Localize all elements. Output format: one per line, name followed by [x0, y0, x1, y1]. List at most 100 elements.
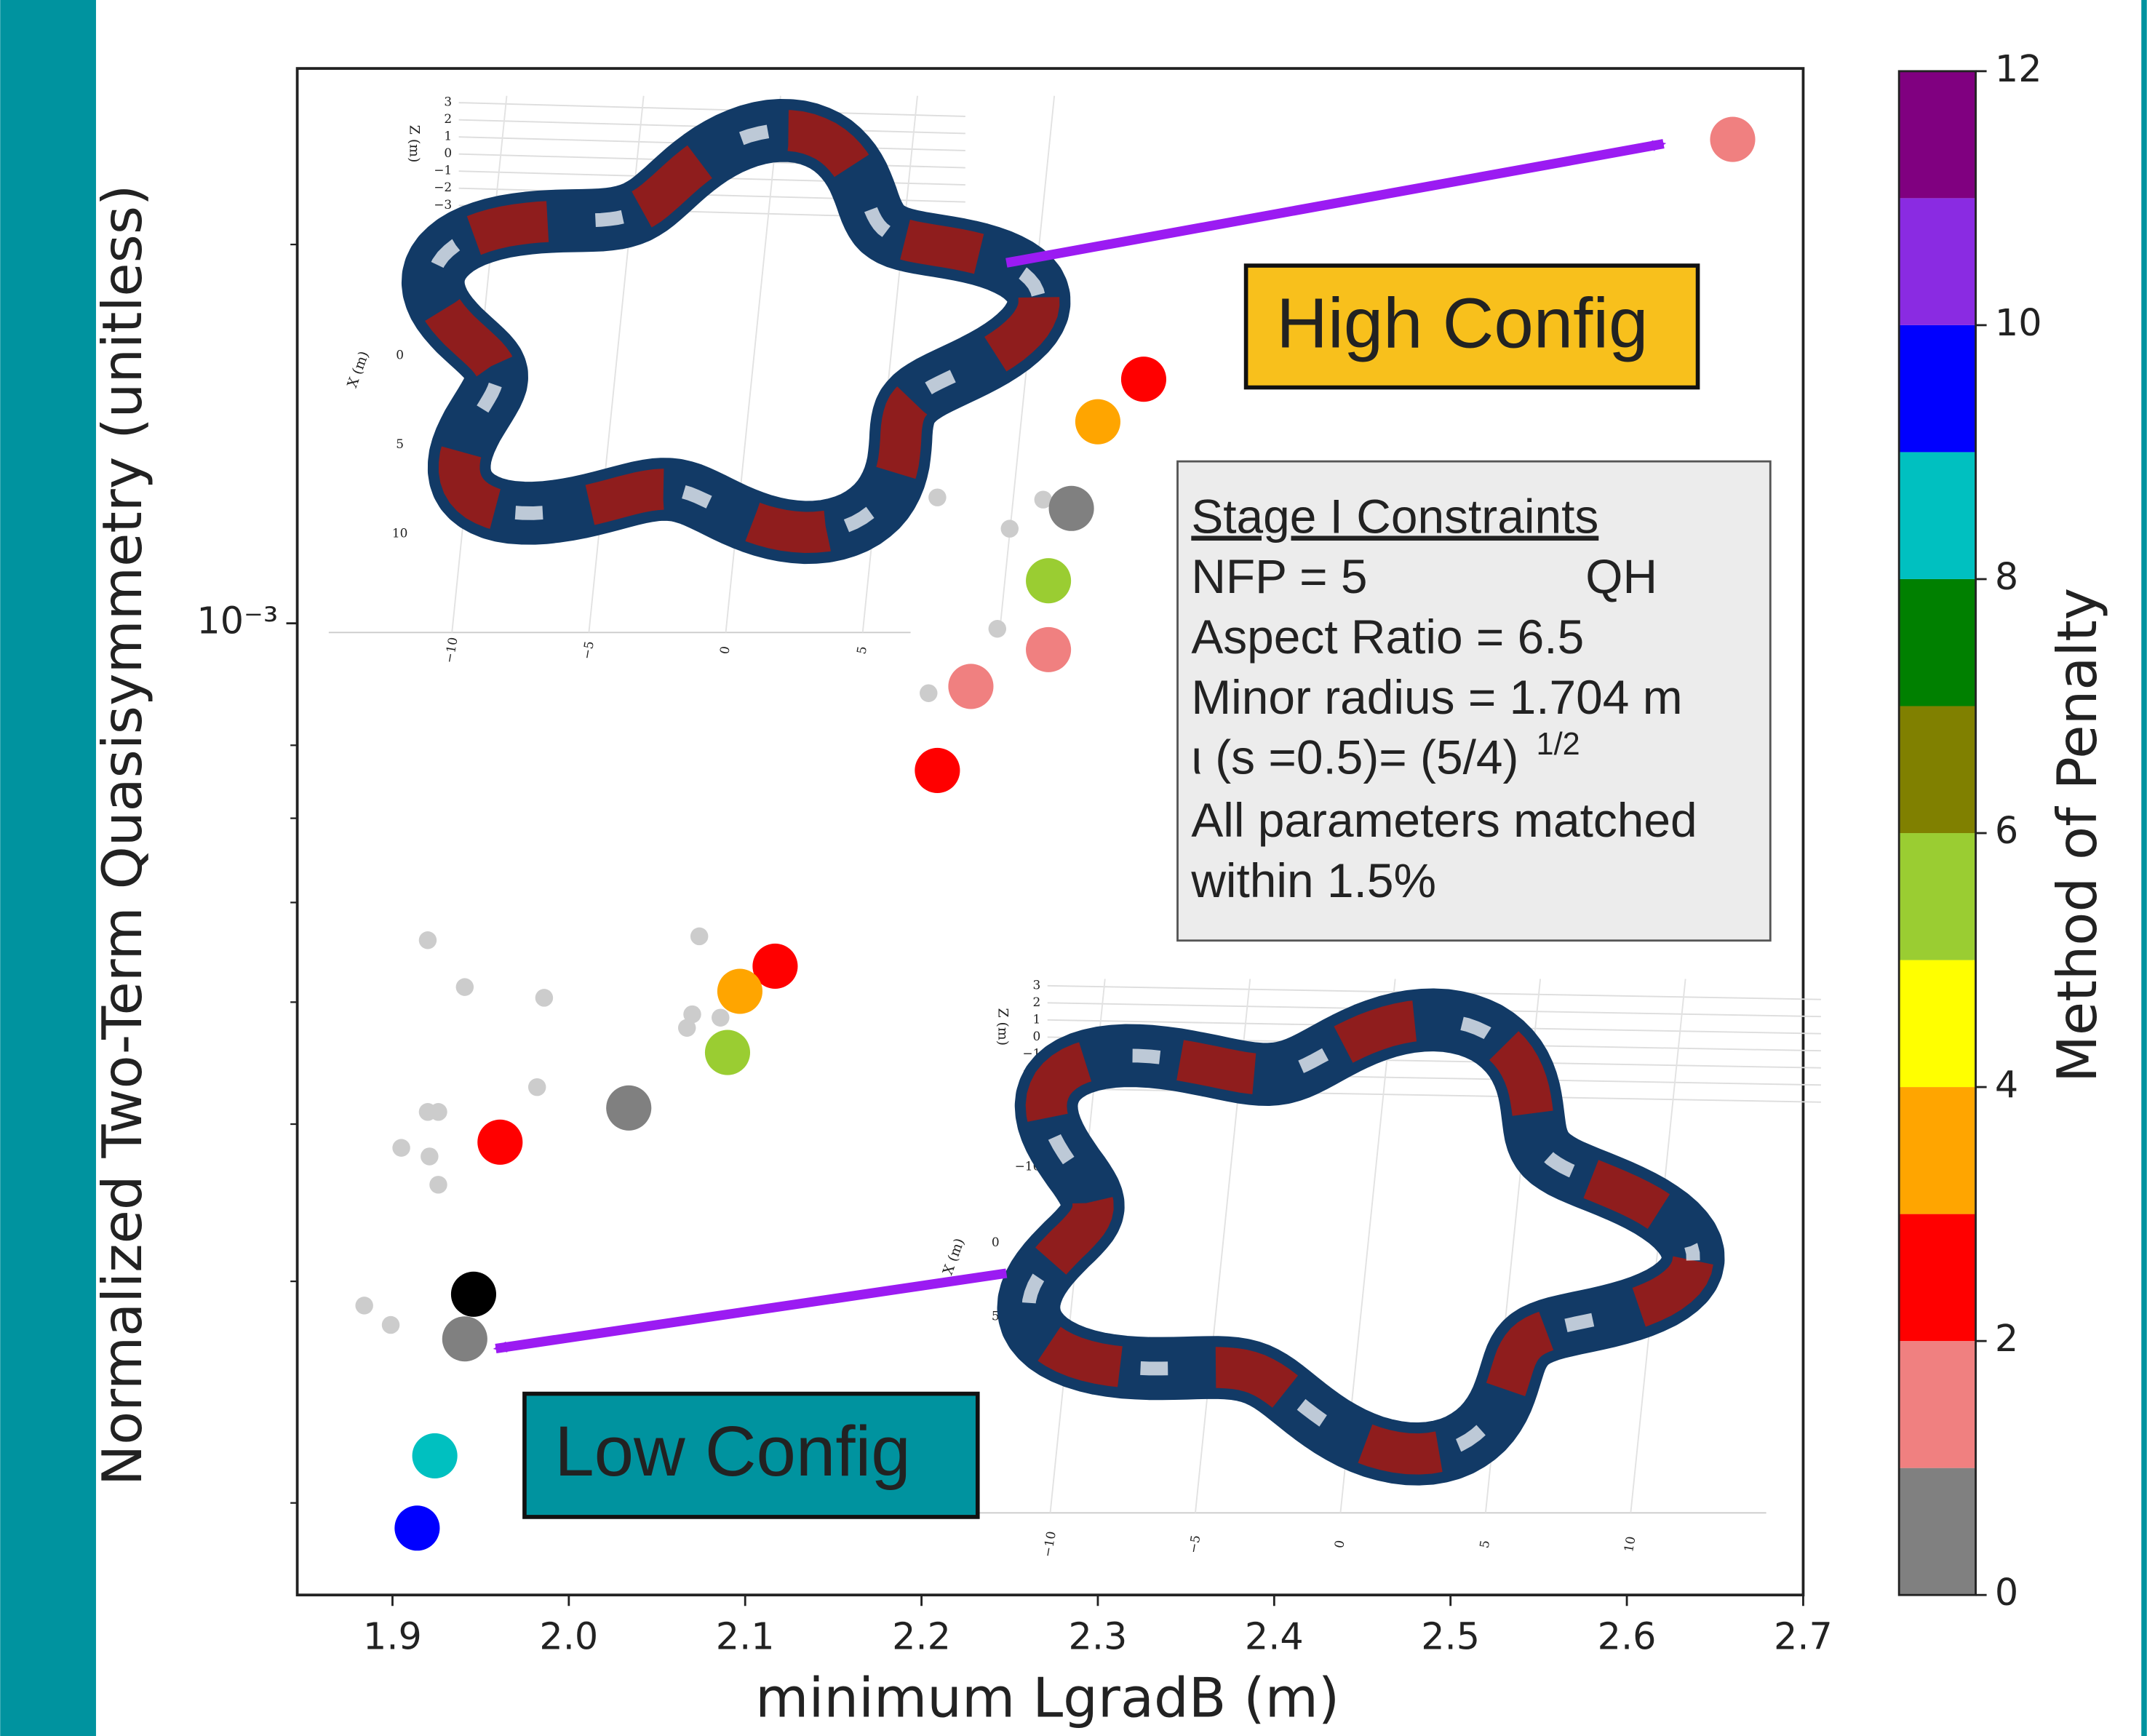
point — [1026, 627, 1071, 672]
faint-point — [382, 1316, 399, 1334]
colorbar-segment — [1899, 1087, 1975, 1214]
colorbar-segment — [1899, 579, 1975, 706]
figure: 3210−1−2−3−10Z (m)X (m)0510−10−5053210−1… — [0, 0, 2147, 1736]
faint-point — [429, 1176, 447, 1193]
colorbar-tick-label: 8 — [1995, 555, 2018, 598]
x-tick-label: 2.5 — [1421, 1614, 1480, 1657]
constraint-iota-exponent: 1/2 — [1537, 727, 1580, 762]
x-tick-label: 2.0 — [539, 1614, 598, 1657]
colorbar-tick-label: 4 — [1995, 1063, 2018, 1106]
faint-point — [678, 1019, 696, 1037]
point — [705, 1030, 750, 1075]
faint-point — [421, 1147, 438, 1165]
high-config-label: High Config — [1276, 282, 1648, 362]
faint-point — [392, 1139, 410, 1156]
inset-tick-label: 5 — [396, 437, 404, 451]
x-tick-label: 2.2 — [892, 1614, 951, 1657]
colorbar-tick-label: 10 — [1995, 301, 2042, 344]
colorbar-segment — [1899, 198, 1975, 325]
faint-point — [690, 928, 708, 945]
faint-point — [419, 931, 437, 949]
constraint-matched: All parameters matched — [1191, 793, 1697, 847]
colorbar-segment — [1899, 71, 1975, 199]
y-axis-label: Normalized Two-Term Quasisymmetry (unitl… — [90, 185, 154, 1486]
colorbar-segment — [1899, 1214, 1975, 1342]
constraints-heading: Stage I Constraints — [1191, 489, 1598, 543]
point — [1710, 117, 1755, 162]
point — [1121, 357, 1166, 402]
inset-tick-label: 0 — [444, 146, 452, 160]
inset-tick-label: −5 — [579, 640, 597, 661]
point — [442, 1316, 487, 1361]
constraint-qh: QH — [1585, 549, 1657, 603]
point — [1026, 558, 1071, 603]
inset-tick-label: −2 — [434, 180, 452, 194]
colorbar-tick-label: 0 — [1995, 1571, 2018, 1614]
point — [413, 1433, 458, 1478]
point — [717, 968, 762, 1014]
faint-point — [920, 684, 937, 701]
inset-tick-label: 2 — [444, 111, 452, 126]
inset-tick-label: 2 — [1033, 995, 1041, 1009]
colorbar-segment — [1899, 1468, 1975, 1596]
inset-tick-label: 3 — [1033, 977, 1041, 992]
colorbar-segment — [1899, 452, 1975, 579]
inset-tick-label: 10 — [392, 525, 408, 540]
x-axis-label: minimum LgradB (m) — [755, 1665, 1339, 1729]
x-tick-label: 2.7 — [1774, 1614, 1833, 1657]
point — [606, 1086, 651, 1131]
point — [1075, 399, 1120, 445]
point — [451, 1272, 496, 1317]
faint-point — [429, 1103, 447, 1120]
y-tick-label: 10⁻³ — [196, 600, 278, 642]
faint-point — [456, 978, 474, 995]
inset-tick-label: 1 — [1033, 1011, 1041, 1026]
inset-tick-label: −1 — [434, 163, 452, 178]
inset-tick-label: 3 — [444, 95, 452, 109]
page: {"chart_data": { "type": "scatter", "xla… — [0, 0, 2147, 1736]
constraint-aspect: Aspect Ratio = 6.5 — [1191, 610, 1584, 664]
colorbar-segment — [1899, 833, 1975, 960]
faint-point — [712, 1008, 729, 1026]
point — [1049, 486, 1094, 531]
constraint-minor: Minor radius = 1.704 m — [1191, 670, 1682, 724]
point — [477, 1120, 522, 1165]
faint-point — [535, 989, 553, 1006]
constraint-within: within 1.5% — [1190, 853, 1436, 907]
point — [394, 1505, 439, 1550]
x-tick-label: 1.9 — [363, 1614, 422, 1657]
faint-point — [1001, 519, 1019, 537]
x-tick-label: 2.6 — [1598, 1614, 1657, 1657]
inset-tick-label: −3 — [434, 197, 452, 212]
low-config-label: Low Config — [554, 1411, 910, 1491]
point — [915, 748, 960, 793]
side-band — [0, 0, 96, 1736]
colorbar-segment — [1899, 706, 1975, 833]
side-band — [2141, 0, 2147, 1736]
faint-point — [989, 620, 1006, 637]
inset-axis-label: Z (m) — [407, 125, 422, 163]
inset-tick-label: −5 — [1185, 1534, 1203, 1554]
colorbar-segment — [1899, 1341, 1975, 1468]
inset-tick-label: 0 — [992, 1235, 1000, 1249]
faint-point — [928, 488, 946, 506]
colorbar-tick-label: 2 — [1995, 1317, 2018, 1360]
constraint-iota: ι (s =0.5)= (5/4) — [1191, 730, 1518, 784]
colorbar-tick-label: 6 — [1995, 809, 2018, 852]
x-tick-label: 2.4 — [1245, 1614, 1304, 1657]
x-tick-label: 2.3 — [1069, 1614, 1128, 1657]
inset-tick-label: 0 — [1033, 1029, 1041, 1043]
colorbar-segment — [1899, 325, 1975, 453]
colorbar-tick-label: 12 — [1995, 47, 2042, 90]
inset-tick-label: 1 — [444, 129, 452, 143]
inset-tick-label: 0 — [396, 348, 404, 362]
faint-point — [355, 1297, 373, 1314]
colorbar-segment — [1899, 960, 1975, 1088]
point — [948, 664, 993, 709]
inset-axis-label: Z (m) — [995, 1008, 1011, 1046]
x-tick-label: 2.1 — [716, 1614, 775, 1657]
faint-point — [528, 1078, 546, 1096]
colorbar-label: Method of Penalty — [2045, 588, 2109, 1083]
inset-tick-label: 10 — [1621, 1535, 1638, 1553]
constraint-nfp: NFP = 5 — [1191, 549, 1367, 603]
